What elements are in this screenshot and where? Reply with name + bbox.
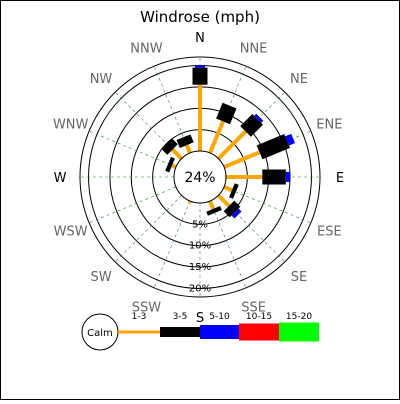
wind-bar-segment bbox=[256, 133, 291, 160]
legend-label: 3-5 bbox=[173, 312, 188, 322]
radial-tick-label: 15% bbox=[189, 262, 211, 273]
direction-gridline bbox=[114, 91, 182, 159]
wind-bar-segment bbox=[165, 156, 175, 173]
direction-gridline bbox=[89, 130, 177, 168]
direction-label: SSW bbox=[132, 300, 162, 315]
legend-swatch bbox=[118, 330, 160, 334]
direction-label: SW bbox=[90, 270, 111, 285]
direction-bars bbox=[161, 65, 296, 219]
wind-bar-segment bbox=[240, 114, 263, 137]
outer-ring bbox=[79, 56, 321, 298]
direction-label: NNW bbox=[130, 42, 162, 57]
radial-tick-label: 5% bbox=[192, 219, 208, 230]
direction-label: NW bbox=[90, 72, 113, 87]
radial-tick-label: 10% bbox=[189, 241, 211, 252]
direction-label: W bbox=[54, 171, 67, 186]
wind-bar-segment bbox=[176, 134, 194, 148]
legend-swatch bbox=[239, 323, 279, 341]
radial-tick-labels: 5% 10% 15% 20% bbox=[189, 219, 211, 294]
legend-swatch bbox=[279, 322, 319, 342]
direction-labels: N NNE NE ENE E ESE SE SSE S SSW SW WSW W WNW NW NNW bbox=[53, 31, 344, 326]
direction-label: ENE bbox=[316, 117, 342, 132]
legend-label: 15-20 bbox=[286, 312, 312, 322]
direction-gridline bbox=[153, 66, 191, 154]
direction-gridline bbox=[218, 91, 286, 159]
calm-circle bbox=[173, 150, 227, 204]
legend-swatch bbox=[200, 325, 239, 339]
wind-bar-segment bbox=[184, 144, 192, 154]
wind-bar-segment bbox=[208, 120, 225, 154]
direction-gridline bbox=[153, 200, 191, 288]
direction-label: NE bbox=[290, 72, 308, 87]
direction-label: SE bbox=[291, 270, 307, 285]
wind-bar-segment bbox=[223, 150, 261, 169]
radial-tick-label: 20% bbox=[189, 283, 211, 294]
direction-label: S bbox=[196, 311, 204, 326]
legend: Calm 1-3 3-5 5-10 10-15 15-20 bbox=[81, 312, 319, 351]
wind-bar-segment bbox=[161, 138, 178, 155]
wind-bar-segment bbox=[223, 200, 241, 218]
legend-label: 1-3 bbox=[132, 312, 147, 322]
direction-gridline bbox=[209, 66, 247, 154]
wind-bar-segment bbox=[216, 193, 231, 208]
wind-bar-segment bbox=[171, 148, 184, 161]
calm-percentage: 24% bbox=[184, 170, 215, 186]
direction-gridline bbox=[223, 130, 311, 168]
direction-gridline bbox=[89, 186, 177, 224]
direction-label: WNW bbox=[53, 117, 89, 132]
wind-bar-segment bbox=[285, 133, 296, 146]
wind-bar-segment bbox=[171, 163, 177, 169]
wind-bar-segment bbox=[229, 183, 239, 199]
direction-label: N bbox=[195, 31, 205, 46]
wind-bar-segment bbox=[231, 208, 242, 219]
legend-label: 10-15 bbox=[246, 312, 272, 322]
wind-bar-segment bbox=[216, 102, 237, 125]
direction-label: WSW bbox=[54, 225, 88, 240]
wind-bar-segment bbox=[208, 200, 216, 210]
direction-label: SSE bbox=[241, 300, 266, 315]
chart-title: Windrose (mph) bbox=[140, 8, 260, 26]
direction-gridlines bbox=[80, 57, 320, 297]
direction-gridline bbox=[223, 186, 311, 224]
direction-gridline bbox=[114, 195, 182, 263]
wind-bar-segment bbox=[206, 206, 222, 216]
wind-bar-segment bbox=[216, 130, 247, 161]
legend-label: 5-10 bbox=[209, 312, 230, 322]
legend-calm-label: Calm bbox=[87, 328, 113, 339]
direction-gridline bbox=[218, 195, 286, 263]
legend-swatch bbox=[160, 327, 200, 337]
direction-gridline bbox=[209, 200, 247, 288]
wind-bar-segment bbox=[223, 185, 233, 193]
direction-label: ESE bbox=[317, 225, 342, 240]
direction-label: E bbox=[336, 171, 344, 186]
direction-label: NNE bbox=[240, 42, 268, 57]
wind-bar-segment bbox=[254, 113, 264, 123]
